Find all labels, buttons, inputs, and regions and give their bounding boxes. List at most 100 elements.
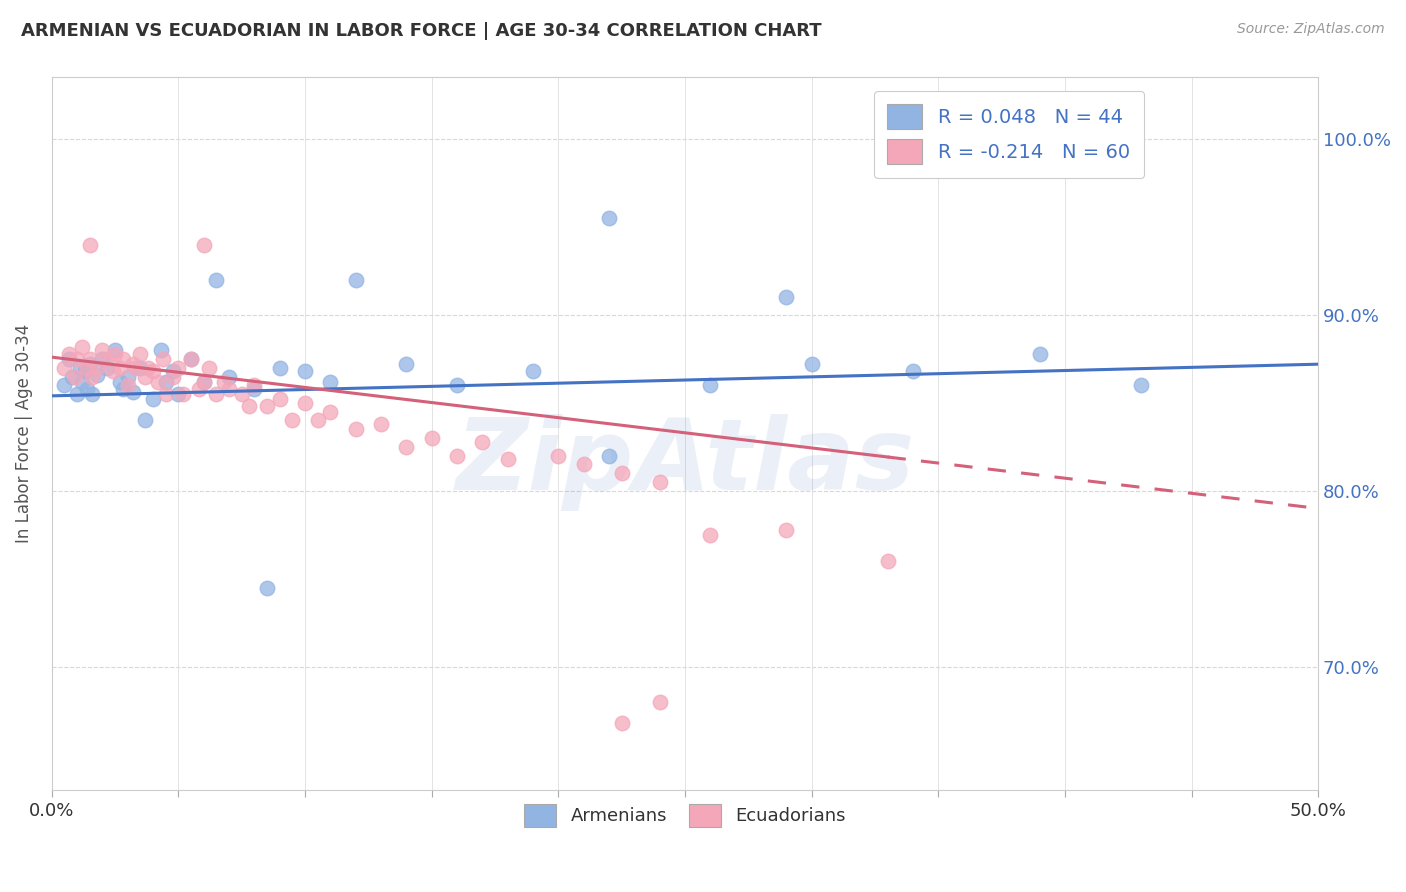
Point <box>446 449 468 463</box>
Point <box>193 237 215 252</box>
Point <box>180 351 202 366</box>
Point <box>152 351 174 366</box>
Point <box>167 360 190 375</box>
Point <box>86 368 108 382</box>
Point <box>572 458 595 472</box>
Point <box>205 387 228 401</box>
Point <box>172 387 194 401</box>
Point <box>82 387 104 401</box>
Point <box>162 369 184 384</box>
Point <box>699 378 721 392</box>
Point <box>134 369 156 384</box>
Point <box>124 360 146 375</box>
Point <box>53 378 76 392</box>
Point <box>344 422 367 436</box>
Point <box>370 417 392 431</box>
Point <box>129 360 152 375</box>
Point <box>281 413 304 427</box>
Point <box>121 357 143 371</box>
Point <box>70 375 93 389</box>
Point <box>256 400 278 414</box>
Point <box>121 385 143 400</box>
Point <box>187 382 209 396</box>
Point <box>108 375 131 389</box>
Point <box>446 378 468 392</box>
Point <box>294 364 316 378</box>
Point <box>142 392 165 407</box>
Point <box>269 360 291 375</box>
Point <box>101 364 124 378</box>
Point <box>395 357 418 371</box>
Point <box>598 449 620 463</box>
Point <box>155 375 177 389</box>
Point <box>70 340 93 354</box>
Point <box>319 405 342 419</box>
Text: ZipAtlas: ZipAtlas <box>456 414 914 511</box>
Point <box>699 528 721 542</box>
Point <box>69 360 91 375</box>
Point <box>496 452 519 467</box>
Point <box>1028 346 1050 360</box>
Point <box>256 581 278 595</box>
Point <box>79 351 101 366</box>
Point <box>344 273 367 287</box>
Point <box>876 554 898 568</box>
Point <box>648 695 671 709</box>
Point <box>60 369 83 384</box>
Point <box>66 351 89 366</box>
Point <box>231 387 253 401</box>
Point <box>111 382 134 396</box>
Point <box>598 211 620 226</box>
Point <box>146 375 169 389</box>
Point <box>294 396 316 410</box>
Point <box>162 364 184 378</box>
Point <box>319 375 342 389</box>
Point <box>610 467 633 481</box>
Point <box>79 237 101 252</box>
Point <box>76 382 98 396</box>
Point <box>149 343 172 358</box>
Point <box>197 360 219 375</box>
Point <box>420 431 443 445</box>
Point <box>63 369 86 384</box>
Point <box>395 440 418 454</box>
Point <box>648 475 671 489</box>
Point <box>79 357 101 371</box>
Text: Source: ZipAtlas.com: Source: ZipAtlas.com <box>1237 22 1385 37</box>
Point <box>76 360 98 375</box>
Point <box>91 343 114 358</box>
Point <box>243 382 266 396</box>
Point <box>243 378 266 392</box>
Point <box>73 364 96 378</box>
Point <box>142 364 165 378</box>
Point <box>155 387 177 401</box>
Point <box>218 382 240 396</box>
Y-axis label: In Labor Force | Age 30-34: In Labor Force | Age 30-34 <box>15 324 32 543</box>
Point <box>901 364 924 378</box>
Point <box>134 413 156 427</box>
Text: ARMENIAN VS ECUADORIAN IN LABOR FORCE | AGE 30-34 CORRELATION CHART: ARMENIAN VS ECUADORIAN IN LABOR FORCE | … <box>21 22 821 40</box>
Point <box>96 351 118 366</box>
Point <box>117 378 139 392</box>
Point <box>218 369 240 384</box>
Point <box>167 387 190 401</box>
Point <box>547 449 569 463</box>
Point <box>212 375 235 389</box>
Point <box>522 364 544 378</box>
Point <box>58 351 80 366</box>
Point <box>108 360 131 375</box>
Point <box>86 360 108 375</box>
Point <box>58 346 80 360</box>
Point <box>471 434 494 449</box>
Point <box>117 369 139 384</box>
Point <box>610 716 633 731</box>
Point <box>238 400 260 414</box>
Point <box>53 360 76 375</box>
Point <box>193 375 215 389</box>
Point <box>193 375 215 389</box>
Point <box>136 360 159 375</box>
Point <box>775 290 797 304</box>
Legend: Armenians, Ecuadorians: Armenians, Ecuadorians <box>516 797 853 834</box>
Point <box>1129 378 1152 392</box>
Point <box>129 346 152 360</box>
